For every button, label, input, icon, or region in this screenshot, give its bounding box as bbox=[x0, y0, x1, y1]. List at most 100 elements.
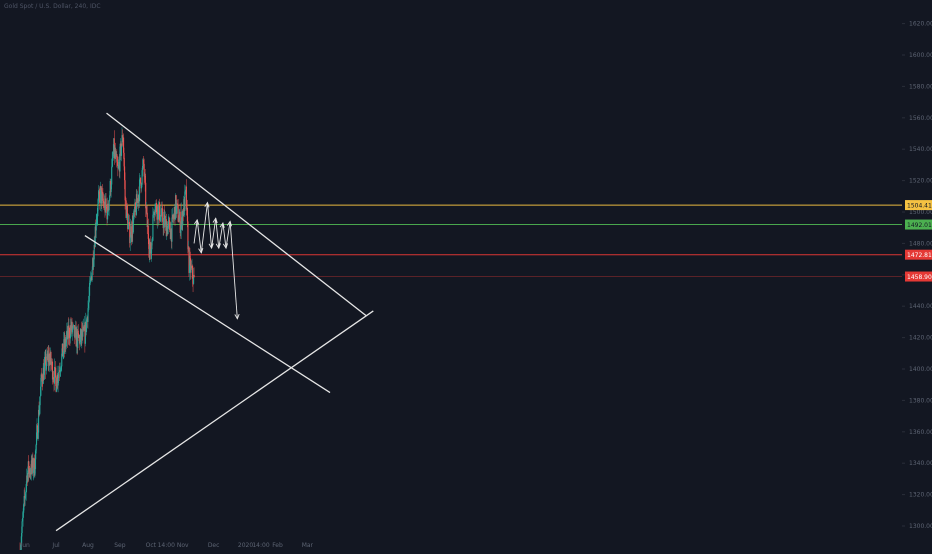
candle-body bbox=[106, 206, 108, 209]
candle-body bbox=[114, 150, 116, 158]
candle-body bbox=[62, 352, 64, 357]
projection-arrow[interactable] bbox=[215, 218, 220, 249]
y-tick-label: 1600.00 bbox=[909, 52, 932, 59]
candle-body bbox=[94, 226, 96, 248]
candle-body bbox=[167, 221, 169, 227]
candle-body bbox=[127, 222, 129, 229]
candle-body bbox=[149, 246, 151, 254]
horizontal-levels[interactable] bbox=[0, 204, 902, 277]
projection-arrow[interactable] bbox=[222, 222, 227, 249]
candle-body bbox=[98, 191, 100, 198]
candle-body bbox=[56, 387, 58, 392]
candle-body bbox=[21, 533, 23, 544]
candle-body bbox=[85, 319, 88, 333]
candle-body bbox=[177, 205, 179, 222]
projection-arrow[interactable] bbox=[200, 202, 208, 253]
candle-body bbox=[37, 425, 39, 439]
candle-body bbox=[112, 157, 114, 159]
candle-body bbox=[108, 210, 110, 211]
candle-body bbox=[129, 236, 131, 244]
price-level-value: 1472.81 bbox=[907, 252, 932, 259]
y-tick-label: 1560.00 bbox=[909, 115, 932, 122]
x-tick-label: Mar bbox=[302, 542, 314, 549]
candle-body bbox=[48, 353, 50, 365]
chart-title: Gold Spot / U.S. Dollar, 240, IDC bbox=[4, 3, 101, 10]
projection-arrow[interactable] bbox=[211, 218, 217, 249]
candle-body bbox=[87, 308, 89, 322]
price-level-value: 1492.01 bbox=[907, 222, 932, 229]
x-tick-label: Nov bbox=[177, 542, 189, 549]
candle-body bbox=[124, 180, 126, 201]
trendline-drawings[interactable] bbox=[55, 112, 374, 532]
y-tick-label: 1540.00 bbox=[909, 146, 932, 153]
candle-body bbox=[24, 496, 26, 498]
trendline[interactable] bbox=[84, 235, 331, 394]
candle-body bbox=[189, 255, 191, 259]
projection-arrow[interactable] bbox=[207, 202, 213, 249]
x-tick-label: Oct bbox=[146, 542, 157, 549]
trendline[interactable] bbox=[55, 310, 374, 532]
projection-arrow[interactable] bbox=[193, 219, 198, 244]
candle-body bbox=[54, 367, 56, 384]
projection-arrow[interactable] bbox=[229, 221, 238, 319]
candle-body bbox=[178, 217, 180, 222]
y-tick-label: 1300.00 bbox=[909, 523, 932, 530]
candle-body bbox=[40, 386, 42, 397]
projection-arrow[interactable] bbox=[196, 219, 202, 253]
time-axis[interactable]: Jun Jul Aug Sep Oct 14:00 Nov Dec 2020 14:00 Feb Ma… bbox=[19, 542, 313, 549]
candle-body bbox=[96, 216, 98, 218]
candle-body bbox=[37, 432, 39, 439]
y-tick-label: 1440.00 bbox=[909, 303, 932, 310]
candle-body bbox=[22, 517, 24, 522]
trendline[interactable] bbox=[106, 112, 367, 317]
candle-body bbox=[115, 154, 117, 158]
candle-body bbox=[135, 194, 137, 215]
candle-body bbox=[20, 543, 22, 552]
candle-body bbox=[134, 202, 136, 213]
candle-body bbox=[23, 504, 25, 513]
candle-body bbox=[126, 204, 128, 214]
candle-body bbox=[102, 192, 104, 201]
candle-body bbox=[99, 186, 101, 204]
candle-body bbox=[136, 194, 138, 203]
candle-body bbox=[41, 375, 43, 382]
candle-body bbox=[74, 327, 76, 338]
candle-body bbox=[173, 213, 175, 219]
candle-body bbox=[55, 367, 57, 378]
candle-body bbox=[192, 265, 194, 279]
projection-arrows[interactable] bbox=[193, 201, 240, 320]
projection-arrow[interactable] bbox=[225, 221, 231, 249]
candle-body bbox=[179, 211, 181, 233]
candle-body bbox=[110, 184, 112, 193]
candle-body bbox=[45, 365, 47, 371]
candle-body bbox=[89, 282, 91, 296]
projection-arrow[interactable] bbox=[218, 222, 224, 249]
candle-body bbox=[123, 137, 125, 153]
candle-body bbox=[108, 200, 110, 211]
candle-body bbox=[124, 166, 126, 181]
candle-body bbox=[155, 202, 158, 213]
y-tick-label: 1320.00 bbox=[909, 492, 932, 499]
candle-body bbox=[116, 154, 118, 162]
candle-body bbox=[97, 197, 99, 204]
candle-body bbox=[65, 342, 67, 348]
candle-body bbox=[152, 214, 154, 215]
candle-body bbox=[144, 175, 146, 183]
candle-body bbox=[96, 217, 98, 223]
price-level-tag bbox=[905, 219, 932, 230]
candle-body bbox=[44, 359, 46, 366]
candle-body bbox=[143, 163, 145, 177]
x-tick-label: 14:00 bbox=[158, 542, 175, 549]
candle-body bbox=[25, 491, 27, 497]
x-tick-label: 2020 bbox=[238, 542, 253, 549]
candle-body bbox=[41, 374, 43, 376]
x-tick-label: Jun bbox=[19, 542, 30, 549]
candle-body bbox=[60, 369, 62, 372]
y-tick-label: 1500.00 bbox=[909, 209, 932, 216]
candle-body bbox=[111, 166, 113, 185]
x-tick-label: Dec bbox=[208, 542, 220, 549]
candle-body bbox=[98, 191, 100, 195]
candle-body bbox=[100, 186, 102, 188]
